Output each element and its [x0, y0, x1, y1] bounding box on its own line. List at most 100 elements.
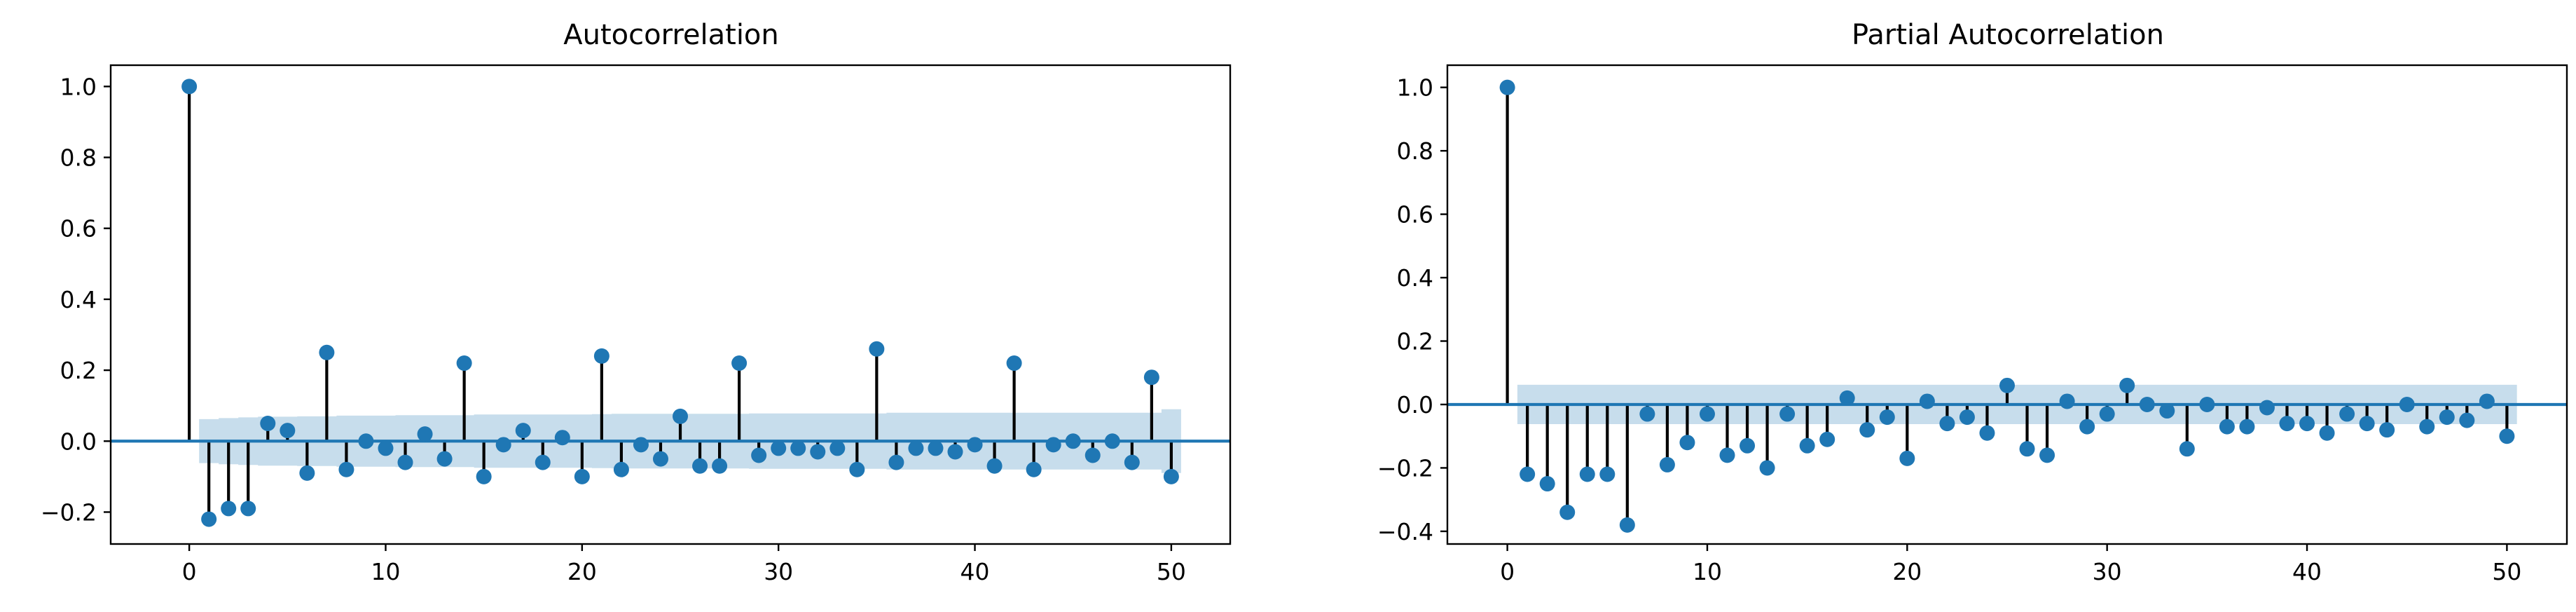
- pacf-marker-lag-2: [1539, 476, 1555, 492]
- acf-marker-lag-29: [751, 447, 767, 463]
- pacf-marker-lag-37: [2239, 419, 2255, 435]
- pacf-marker-lag-32: [2139, 396, 2155, 412]
- pacf-ytick-label-0.2: 0.2: [1397, 328, 1433, 355]
- pacf-marker-lag-17: [1839, 390, 1855, 406]
- pacf-marker-lag-7: [1639, 406, 1655, 422]
- acf-ytick-label-0.6: 0.6: [60, 215, 97, 243]
- acf-marker-lag-14: [456, 355, 472, 371]
- acf-marker-lag-43: [1026, 461, 1042, 477]
- acf-marker-lag-0: [181, 79, 198, 95]
- acf-ytick-label-0.8: 0.8: [60, 144, 97, 172]
- acf-marker-lag-10: [378, 440, 394, 456]
- pacf-marker-lag-1: [1520, 466, 1536, 482]
- pacf-marker-lag-25: [1999, 377, 2015, 393]
- acf-marker-lag-1: [201, 511, 217, 527]
- acf-marker-lag-19: [554, 430, 570, 446]
- pacf-ytick-label-0.4: 0.4: [1397, 264, 1433, 292]
- acf-marker-lag-5: [280, 423, 296, 439]
- pacf-marker-lag-8: [1659, 456, 1675, 472]
- pacf-ytick-label-1.0: 1.0: [1397, 74, 1433, 102]
- pacf-xtick-label-50: 50: [2492, 558, 2521, 585]
- acf-marker-lag-49: [1143, 369, 1159, 386]
- pacf-marker-lag-4: [1579, 466, 1595, 482]
- acf-marker-lag-26: [692, 458, 708, 474]
- acf-ytick-label-0.2: 0.2: [60, 357, 97, 384]
- pacf-xtick-label-20: 20: [1892, 558, 1922, 585]
- pacf-marker-lag-19: [1879, 409, 1895, 426]
- acf-marker-lag-27: [712, 458, 728, 474]
- pacf-marker-lag-15: [1799, 437, 1815, 454]
- pacf-marker-lag-31: [2119, 377, 2135, 393]
- pacf-ytick-label-0.8: 0.8: [1397, 137, 1433, 165]
- acf-marker-lag-12: [417, 426, 433, 442]
- pacf-marker-lag-28: [2059, 393, 2075, 409]
- pacf-marker-lag-26: [2019, 441, 2035, 457]
- acf-xtick-label-30: 30: [764, 558, 793, 585]
- acf-xtick-label-50: 50: [1157, 558, 1186, 585]
- pacf-marker-lag-11: [1719, 447, 1735, 463]
- acf-marker-lag-46: [1084, 447, 1101, 463]
- acf-marker-lag-34: [849, 461, 865, 477]
- pacf-axes-frame: [1446, 64, 2568, 545]
- pacf-ytick-label-−0.4: −0.4: [1377, 518, 1433, 545]
- acf-panel: Autocorrelation 0 10 20 30 40 50 −0.2 0.0 0.2 0.4…: [41, 19, 1232, 585]
- pacf-xtick-label-10: 10: [1693, 558, 1722, 585]
- pacf-marker-lag-18: [1859, 422, 1875, 438]
- pacf-marker-lag-3: [1559, 504, 1576, 520]
- acf-marker-lag-6: [299, 465, 315, 481]
- pacf-xtick-label-0: 0: [1500, 558, 1515, 585]
- pacf-plot-area: [1447, 79, 2567, 533]
- acf-marker-lag-40: [967, 437, 983, 453]
- acf-marker-lag-45: [1065, 433, 1081, 449]
- acf-data-group: [111, 79, 1230, 527]
- acf-ytick-label-0.4: 0.4: [60, 286, 97, 313]
- acf-marker-lag-25: [673, 408, 689, 424]
- acf-marker-lag-2: [221, 501, 237, 517]
- pacf-marker-lag-34: [2179, 441, 2195, 457]
- acf-plot-area: [111, 79, 1230, 527]
- pacf-marker-lag-46: [2419, 419, 2435, 435]
- pacf-marker-lag-14: [1779, 406, 1796, 422]
- acf-marker-lag-47: [1104, 433, 1120, 449]
- acf-title: Autocorrelation: [563, 19, 779, 51]
- pacf-marker-lag-50: [2499, 428, 2515, 444]
- acf-marker-lag-31: [790, 440, 806, 456]
- pacf-ytick-label-0.6: 0.6: [1397, 201, 1433, 229]
- pacf-xtick-label-40: 40: [2292, 558, 2322, 585]
- pacf-marker-lag-39: [2279, 416, 2295, 432]
- pacf-marker-lag-29: [2079, 419, 2095, 435]
- pacf-data-group: [1447, 79, 2567, 533]
- acf-marker-lag-3: [240, 501, 256, 517]
- pacf-title: Partial Autocorrelation: [1852, 19, 2164, 51]
- acf-marker-lag-22: [613, 461, 629, 477]
- pacf-marker-lag-13: [1759, 460, 1775, 476]
- pacf-marker-lag-47: [2439, 409, 2455, 426]
- acf-marker-lag-11: [397, 454, 413, 470]
- pacf-marker-lag-23: [1959, 409, 1975, 426]
- pacf-marker-lag-36: [2219, 419, 2235, 435]
- pacf-marker-lag-45: [2399, 396, 2415, 412]
- pacf-marker-lag-21: [1919, 393, 1935, 409]
- acf-marker-lag-38: [928, 440, 944, 456]
- pacf-marker-lag-40: [2299, 416, 2315, 432]
- pacf-marker-lag-30: [2099, 406, 2115, 422]
- pacf-panel: Partial Autocorrelation 0 10 20 30 40 50 −0.4 −…: [1377, 19, 2568, 585]
- pacf-marker-lag-12: [1740, 437, 1756, 454]
- acf-xtick-label-10: 10: [371, 558, 400, 585]
- acf-marker-lag-50: [1163, 468, 1179, 484]
- acf-marker-lag-42: [1006, 355, 1022, 371]
- acf-marker-lag-35: [869, 341, 885, 357]
- pacf-marker-lag-49: [2479, 393, 2495, 409]
- pacf-marker-lag-33: [2159, 403, 2175, 419]
- acf-marker-lag-39: [947, 444, 963, 460]
- acf-marker-lag-4: [260, 415, 276, 431]
- acf-marker-lag-13: [436, 451, 453, 467]
- pacf-marker-lag-38: [2259, 400, 2275, 416]
- acf-marker-lag-48: [1124, 454, 1140, 470]
- pacf-marker-lag-35: [2199, 396, 2215, 412]
- pacf-marker-lag-20: [1899, 450, 1915, 466]
- acf-marker-lag-44: [1045, 437, 1061, 453]
- acf-marker-lag-15: [476, 468, 492, 484]
- acf-marker-lag-21: [593, 348, 609, 364]
- acf-xtick-label-0: 0: [182, 558, 197, 585]
